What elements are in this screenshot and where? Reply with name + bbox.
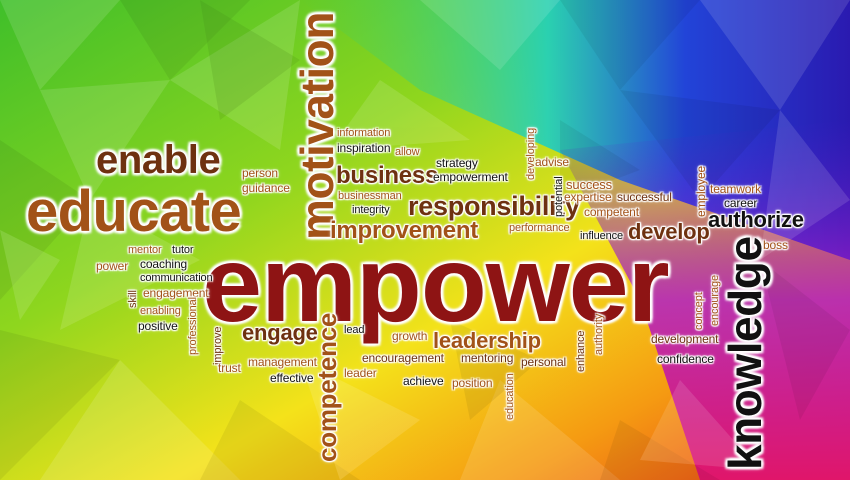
- word-influence: influence: [580, 230, 624, 242]
- background-facet: [600, 420, 720, 480]
- word-encourage: encourage: [709, 275, 721, 326]
- background-facet: [0, 0, 120, 90]
- background-facet: [640, 380, 760, 470]
- word-knowledge: knowledge: [719, 236, 771, 470]
- word-confidence: confidence: [657, 352, 714, 366]
- word-trust: trust: [218, 361, 241, 375]
- word-development: development: [651, 332, 719, 346]
- word-skill: skill: [127, 290, 139, 308]
- word-engage: engage: [242, 320, 318, 345]
- word-improve: improve: [212, 326, 224, 365]
- word-communication: communication: [140, 272, 213, 284]
- word-success: success: [566, 177, 613, 192]
- background-facet: [420, 0, 560, 70]
- word-lead: lead: [344, 324, 365, 336]
- word-leader: leader: [344, 366, 377, 380]
- background-facet: [200, 400, 360, 480]
- word-leadership: leadership: [433, 328, 541, 353]
- word-power: power: [96, 259, 129, 273]
- word-strategy: strategy: [436, 156, 478, 170]
- word-inspiration: inspiration: [337, 141, 391, 155]
- word-education: education: [504, 373, 516, 420]
- word-competent: competent: [584, 205, 639, 219]
- word-engagement: engagement: [143, 286, 209, 300]
- word-achieve: achieve: [403, 374, 444, 388]
- word-person: person: [242, 166, 278, 180]
- word-enhance: enhance: [575, 330, 587, 372]
- word-management: management: [248, 355, 317, 369]
- background-facet: [40, 360, 240, 480]
- word-growth: growth: [392, 329, 428, 343]
- word-concept: concept: [693, 292, 705, 330]
- background-facet: [200, 0, 300, 120]
- word-empowerment: empowerment: [433, 170, 508, 184]
- background-facet: [40, 80, 170, 200]
- word-positive: positive: [138, 319, 178, 333]
- word-motivation: motivation: [291, 12, 343, 240]
- word-allow: allow: [395, 146, 420, 158]
- word-boss: boss: [763, 238, 788, 252]
- word-mentor: mentor: [128, 244, 162, 256]
- background-facet: [120, 0, 250, 80]
- background-facet: [700, 0, 850, 110]
- word-information: information: [337, 127, 391, 139]
- background-facet: [760, 110, 850, 260]
- word-coaching: coaching: [140, 257, 188, 271]
- background-facet: [560, 0, 700, 90]
- word-performance: performance: [509, 222, 570, 234]
- background-facet: [170, 0, 300, 150]
- word-mentoring: mentoring: [461, 351, 514, 365]
- word-empower: empower: [202, 223, 670, 344]
- background-facet: [450, 320, 540, 420]
- word-improvement: improvement: [330, 217, 479, 244]
- background-facet: [0, 330, 120, 480]
- word-effective: effective: [270, 371, 314, 385]
- background-facet: [760, 260, 850, 420]
- word-successful: successful: [617, 190, 672, 204]
- background-facet: [60, 200, 200, 330]
- background-facet: [0, 230, 60, 320]
- word-business: business: [336, 162, 439, 189]
- background-facet: [330, 80, 470, 150]
- word-educate: educate: [26, 179, 242, 244]
- word-position: position: [452, 376, 493, 390]
- background-facet: [560, 120, 640, 200]
- background-facet: [300, 360, 420, 480]
- background-facet: [0, 140, 90, 300]
- background-facet: [460, 380, 620, 480]
- word-teamwork: teamwork: [710, 182, 762, 196]
- word-integrity: integrity: [352, 204, 390, 216]
- word-guidance: guidance: [242, 181, 290, 195]
- word-developing: developing: [525, 127, 537, 180]
- word-encouragement: encouragement: [362, 351, 444, 365]
- word-responsibility: responsibility: [408, 191, 580, 221]
- word-businessman: businessman: [338, 190, 402, 202]
- word-employee: employee: [694, 165, 708, 217]
- word-enable: enable: [96, 138, 221, 182]
- word-develop: develop: [628, 219, 710, 244]
- word-tutor: tutor: [172, 244, 194, 256]
- word-authority: authority: [593, 313, 605, 355]
- word-enabling: enabling: [140, 305, 181, 317]
- word-authorize: authorize: [708, 207, 804, 232]
- word-personal: personal: [521, 355, 567, 369]
- word-professional: professional: [187, 297, 199, 355]
- word-advise: advise: [535, 155, 569, 169]
- word-expertise: expertise: [564, 190, 612, 204]
- word-career: career: [724, 196, 758, 210]
- background-facet: [620, 90, 780, 200]
